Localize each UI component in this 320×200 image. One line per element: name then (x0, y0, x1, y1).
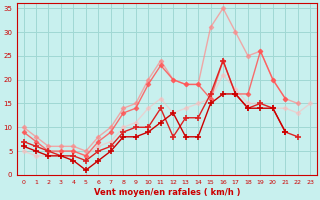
X-axis label: Vent moyen/en rafales ( km/h ): Vent moyen/en rafales ( km/h ) (94, 188, 240, 197)
